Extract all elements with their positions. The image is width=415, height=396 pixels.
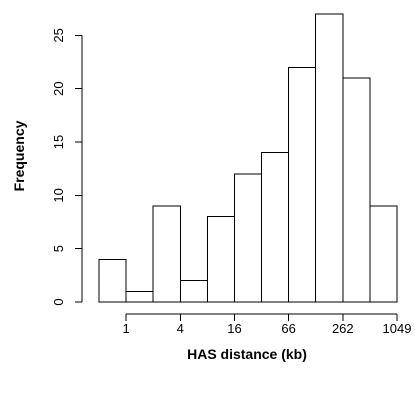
y-tick-label: 10 bbox=[51, 188, 66, 202]
y-axis: 0 5 10 15 20 25 bbox=[51, 28, 83, 306]
x-axis-title: HAS distance (kb) bbox=[187, 346, 307, 362]
histogram-bar bbox=[261, 152, 290, 303]
y-tick-label: 15 bbox=[51, 135, 66, 149]
bars-layer bbox=[98, 13, 398, 303]
histogram-bar bbox=[315, 13, 344, 303]
histogram-bar bbox=[179, 280, 208, 303]
x-tick-label: 262 bbox=[332, 321, 354, 336]
y-tick-label: 5 bbox=[51, 245, 66, 252]
histogram-bar bbox=[233, 173, 263, 303]
histogram-bar bbox=[125, 290, 154, 303]
x-axis: 1 4 16 66 262 1049 bbox=[122, 313, 412, 336]
x-tick-label: 1049 bbox=[383, 321, 412, 336]
y-tick-label: 0 bbox=[51, 298, 66, 305]
y-axis-title: Frequency bbox=[11, 120, 27, 191]
histogram-bar bbox=[98, 258, 127, 303]
histogram-bar bbox=[369, 205, 398, 303]
histogram-bar bbox=[206, 216, 235, 303]
histogram-bar bbox=[342, 77, 371, 303]
histogram-bar bbox=[152, 205, 181, 303]
x-tick-label: 16 bbox=[227, 321, 241, 336]
y-tick-label: 20 bbox=[51, 81, 66, 95]
x-tick-label: 4 bbox=[177, 321, 184, 336]
histogram-bar bbox=[288, 66, 317, 303]
x-tick-label: 1 bbox=[122, 321, 129, 336]
y-tick-label: 25 bbox=[51, 28, 66, 42]
x-tick-label: 66 bbox=[281, 321, 295, 336]
